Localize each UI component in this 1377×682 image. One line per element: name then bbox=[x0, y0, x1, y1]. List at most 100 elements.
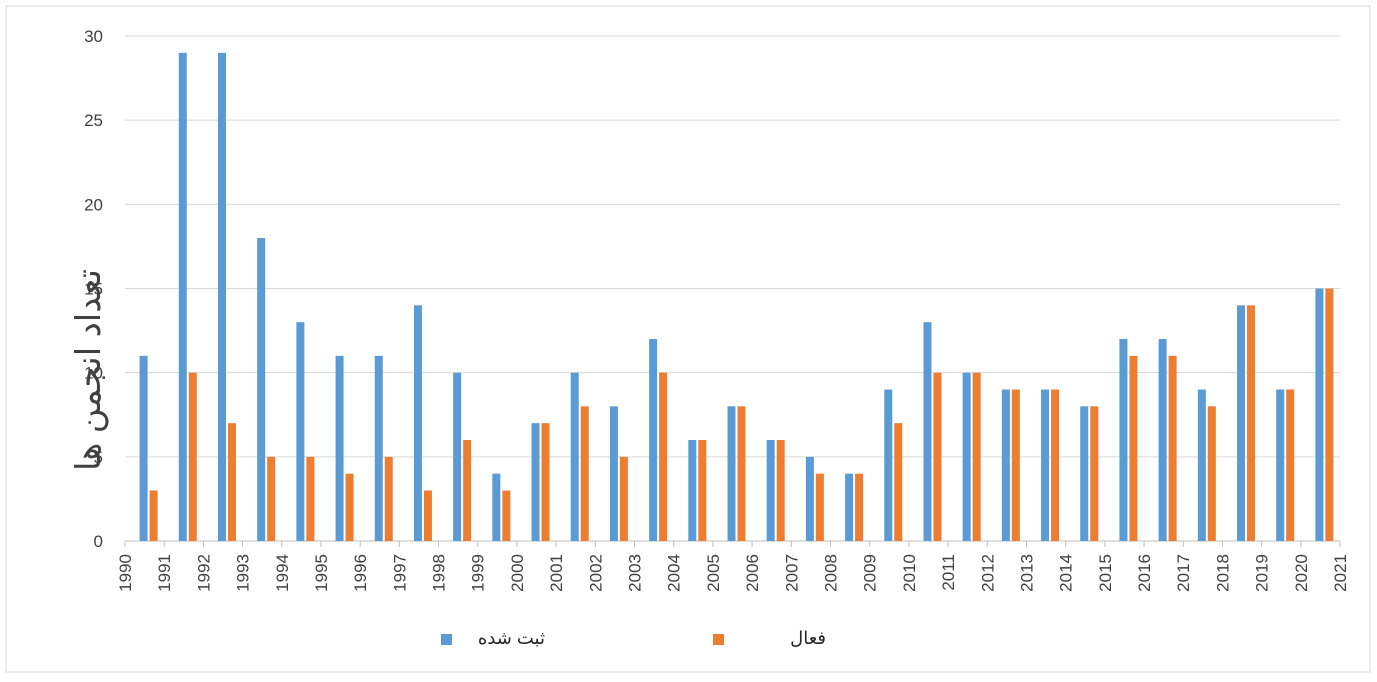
legend-swatch-active bbox=[713, 634, 724, 645]
y-tick-label: 25 bbox=[84, 111, 103, 130]
chart-border bbox=[5, 5, 1371, 673]
bar-active-2021 bbox=[1325, 288, 1334, 541]
bar-registered-2005 bbox=[688, 440, 697, 541]
x-tick-label: 2000 bbox=[508, 554, 527, 592]
bar-registered-2011 bbox=[923, 322, 932, 541]
y-tick-label: 30 bbox=[84, 27, 103, 46]
bar-active-2020 bbox=[1286, 389, 1295, 541]
bar-registered-2001 bbox=[531, 423, 540, 541]
x-tick-label: 1995 bbox=[312, 554, 331, 592]
x-tick-label: 2018 bbox=[1213, 554, 1232, 592]
y-tick-label: 15 bbox=[84, 280, 103, 299]
legend-label-active: فعال bbox=[790, 628, 826, 648]
bar-registered-2017 bbox=[1158, 339, 1167, 541]
y-tick-label: 5 bbox=[94, 448, 103, 467]
x-tick-label: 2012 bbox=[978, 554, 997, 592]
bar-registered-2006 bbox=[727, 406, 736, 541]
bar-registered-1997 bbox=[374, 355, 383, 541]
bar-active-2003 bbox=[619, 456, 628, 541]
x-tick-label: 2001 bbox=[547, 554, 566, 592]
bar-active-2009 bbox=[855, 473, 864, 541]
bar-registered-2012 bbox=[962, 372, 971, 541]
bar-active-2015 bbox=[1090, 406, 1099, 541]
x-tick-label: 2015 bbox=[1096, 554, 1115, 592]
x-tick-label: 2005 bbox=[704, 554, 723, 592]
bar-active-2005 bbox=[698, 440, 707, 541]
y-tick-label: 10 bbox=[84, 364, 103, 383]
x-tick-label: 2002 bbox=[586, 554, 605, 592]
bar-registered-2010 bbox=[884, 389, 893, 541]
x-tick-label: 1992 bbox=[194, 554, 213, 592]
bar-active-2004 bbox=[659, 372, 668, 541]
bar-registered-2019 bbox=[1237, 305, 1246, 541]
x-tick-label: 1994 bbox=[273, 554, 292, 592]
bar-registered-2004 bbox=[649, 339, 658, 541]
bar-registered-1994 bbox=[257, 238, 266, 541]
legend-swatch-registered bbox=[441, 634, 452, 645]
bar-registered-2018 bbox=[1197, 389, 1206, 541]
bar-registered-2008 bbox=[805, 456, 814, 541]
bar-active-2010 bbox=[894, 423, 903, 541]
bar-active-2016 bbox=[1129, 355, 1138, 541]
bar-registered-1995 bbox=[296, 322, 305, 541]
bar-active-1993 bbox=[227, 423, 236, 541]
x-tick-label: 2003 bbox=[626, 554, 645, 592]
x-tick-label: 1990 bbox=[116, 554, 135, 592]
bar-registered-2021 bbox=[1315, 288, 1324, 541]
bar-registered-2013 bbox=[1001, 389, 1010, 541]
x-axis-tick-labels: 1990 1991 1992 1993 1994 1995 1996 1997 1998 1999… bbox=[116, 554, 1350, 592]
x-tick-label: 2019 bbox=[1253, 554, 1272, 592]
x-tick-label: 2007 bbox=[782, 554, 801, 592]
bar-active-2011 bbox=[933, 372, 942, 541]
x-tick-label: 2013 bbox=[1017, 554, 1036, 592]
bar-active-2018 bbox=[1207, 406, 1216, 541]
bar-registered-2007 bbox=[766, 440, 775, 541]
bar-registered-1999 bbox=[453, 372, 462, 541]
x-tick-label: 2020 bbox=[1292, 554, 1311, 592]
bar-active-2014 bbox=[1051, 389, 1060, 541]
bar-active-1998 bbox=[423, 490, 432, 541]
bar-registered-2003 bbox=[609, 406, 618, 541]
x-tick-label: 2010 bbox=[900, 554, 919, 592]
bar-registered-2002 bbox=[570, 372, 579, 541]
bar-active-2012 bbox=[972, 372, 981, 541]
bar-registered-2020 bbox=[1276, 389, 1285, 541]
x-tick-label: 1993 bbox=[234, 554, 253, 592]
y-tick-label: 20 bbox=[84, 195, 103, 214]
legend: ثبت شده فعال bbox=[441, 628, 826, 648]
y-axis-tick-labels: 0 5 10 15 20 25 30 bbox=[84, 27, 103, 551]
bar-active-2013 bbox=[1011, 389, 1020, 541]
bar-registered-1992 bbox=[178, 52, 187, 541]
x-tick-label: 2016 bbox=[1135, 554, 1154, 592]
bar-active-2007 bbox=[776, 440, 785, 541]
bar-registered-2000 bbox=[492, 473, 501, 541]
bar-active-2017 bbox=[1168, 355, 1177, 541]
bar-registered-1993 bbox=[217, 52, 226, 541]
bar-registered-2015 bbox=[1080, 406, 1089, 541]
bar-active-2008 bbox=[815, 473, 824, 541]
x-tick-label: 2008 bbox=[821, 554, 840, 592]
bar-active-1994 bbox=[267, 456, 276, 541]
bar-registered-1998 bbox=[413, 305, 422, 541]
x-tick-label: 2009 bbox=[861, 554, 880, 592]
bar-active-2000 bbox=[502, 490, 511, 541]
bar-registered-2014 bbox=[1041, 389, 1050, 541]
x-tick-label: 2006 bbox=[743, 554, 762, 592]
x-tick-label: 1991 bbox=[155, 554, 174, 592]
bar-registered-2009 bbox=[845, 473, 854, 541]
bar-active-2006 bbox=[737, 406, 746, 541]
bar-active-2001 bbox=[541, 423, 550, 541]
bar-active-2019 bbox=[1247, 305, 1256, 541]
x-tick-label: 2017 bbox=[1174, 554, 1193, 592]
bar-registered-1996 bbox=[335, 355, 344, 541]
bars bbox=[139, 52, 1334, 541]
bar-active-1996 bbox=[345, 473, 354, 541]
bar-active-1999 bbox=[463, 440, 472, 541]
y-tick-label: 0 bbox=[94, 532, 103, 551]
bar-registered-2016 bbox=[1119, 339, 1128, 541]
bar-registered-1991 bbox=[139, 355, 148, 541]
bar-active-2002 bbox=[580, 406, 589, 541]
bar-active-1992 bbox=[188, 372, 197, 541]
